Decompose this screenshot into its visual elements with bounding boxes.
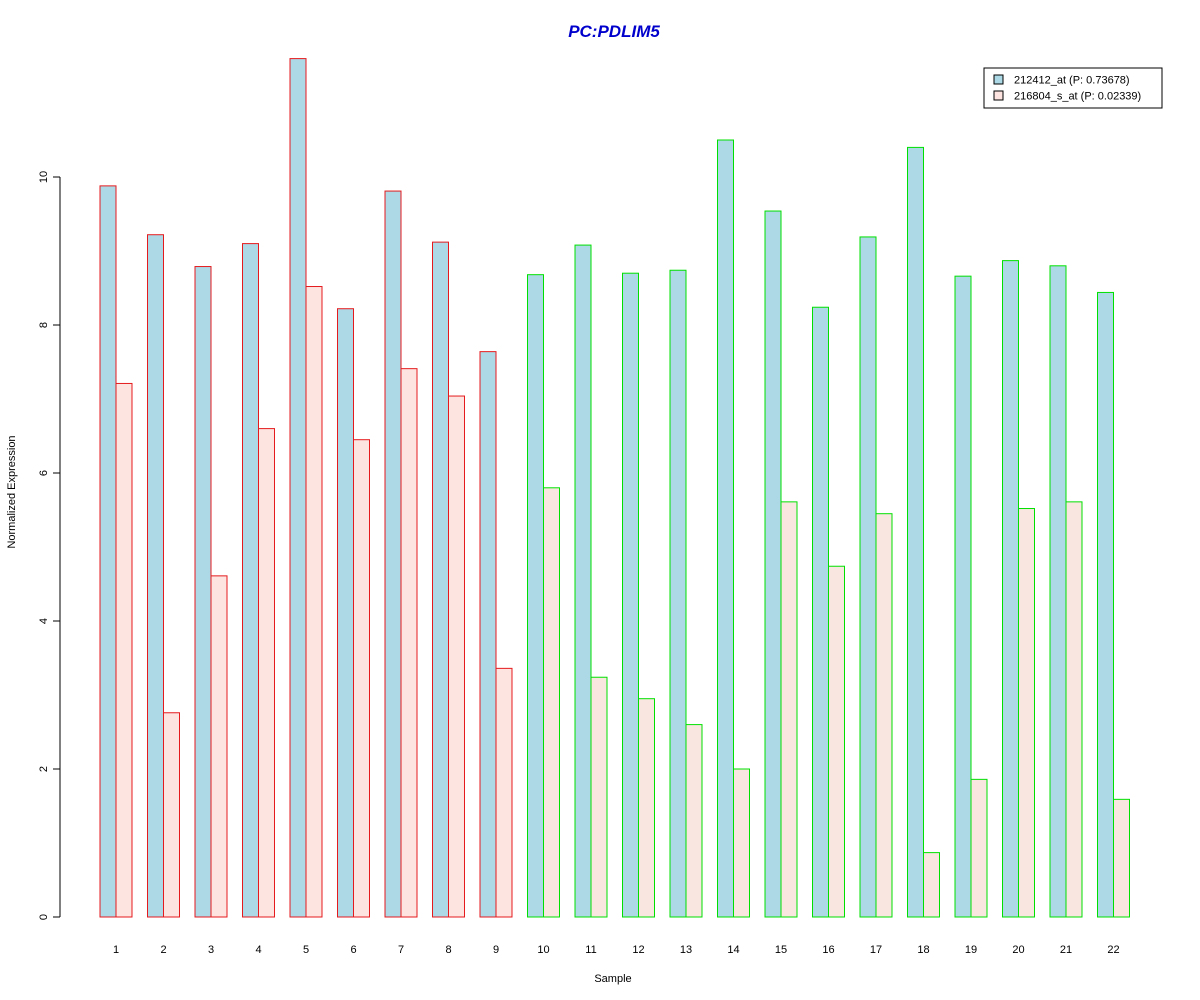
y-tick-label: 10 bbox=[38, 171, 50, 183]
bars bbox=[99, 58, 1130, 918]
y-axis-ticks: 0 2 4 6 8 10 bbox=[38, 171, 60, 920]
x-tick-label: 5 bbox=[303, 944, 309, 956]
bar-series1-sample-8 bbox=[432, 241, 449, 918]
bar-series2-sample-8 bbox=[448, 395, 465, 918]
bar-series2-sample-13 bbox=[685, 724, 703, 918]
bar-series2-sample-7 bbox=[400, 368, 418, 918]
x-tick-label: 2 bbox=[160, 944, 166, 956]
bar-series1-sample-12 bbox=[622, 272, 639, 918]
bar-series2-sample-19 bbox=[970, 778, 988, 918]
bar-series1-sample-21 bbox=[1049, 265, 1067, 918]
bar-series2-sample-3 bbox=[210, 575, 228, 918]
legend-swatch bbox=[993, 90, 1004, 101]
x-tick-label: 10 bbox=[537, 944, 549, 956]
legend-label: 216804_s_at (P: 0.02339) bbox=[1014, 91, 1141, 103]
bar-series2-sample-1 bbox=[115, 382, 133, 918]
x-tick-label: 15 bbox=[775, 944, 787, 956]
bar-series1-sample-11 bbox=[574, 244, 592, 918]
bar-series1-sample-4 bbox=[242, 243, 259, 918]
bar-series1-sample-7 bbox=[384, 190, 402, 918]
y-tick-label: 6 bbox=[38, 470, 50, 476]
y-tick-label: 0 bbox=[38, 914, 50, 920]
x-tick-label: 20 bbox=[1012, 944, 1024, 956]
bar-series2-sample-4 bbox=[258, 428, 275, 918]
x-tick-label: 4 bbox=[255, 944, 261, 956]
bar-series1-sample-14 bbox=[717, 139, 734, 918]
bar-series1-sample-22 bbox=[1097, 291, 1114, 918]
legend: 212412_at (P: 0.73678) 216804_s_at (P: 0.… bbox=[983, 67, 1163, 109]
x-axis-label: Sample bbox=[594, 973, 631, 985]
x-tick-label: 14 bbox=[727, 944, 739, 956]
bar-series2-sample-21 bbox=[1065, 501, 1083, 918]
x-tick-label: 8 bbox=[445, 944, 451, 956]
bar-series2-sample-6 bbox=[353, 439, 370, 918]
bar-series1-sample-13 bbox=[669, 269, 687, 918]
x-axis-tick-labels: 1 2 3 4 5 6 7 8 9 10 11 12 13 14 15 16 17 18 19 20 21 22 bbox=[113, 944, 1120, 956]
x-tick-label: 16 bbox=[822, 944, 834, 956]
bar-series2-sample-17 bbox=[875, 513, 893, 918]
x-tick-label: 6 bbox=[350, 944, 356, 956]
bar-series1-sample-15 bbox=[764, 210, 782, 918]
x-tick-label: 13 bbox=[680, 944, 692, 956]
bar-series2-sample-5 bbox=[305, 286, 323, 918]
bar-series1-sample-9 bbox=[479, 351, 497, 918]
bar-series1-sample-5 bbox=[289, 58, 307, 918]
x-tick-label: 19 bbox=[965, 944, 977, 956]
bar-series1-sample-18 bbox=[907, 146, 924, 918]
bar-series1-sample-2 bbox=[147, 234, 164, 918]
bar-series2-sample-11 bbox=[590, 676, 608, 918]
bar-series1-sample-19 bbox=[954, 275, 972, 918]
x-tick-label: 9 bbox=[493, 944, 499, 956]
chart-title: PC:PDLIM5 bbox=[568, 22, 660, 41]
bar-series1-sample-16 bbox=[812, 306, 829, 918]
y-tick-label: 4 bbox=[38, 618, 50, 624]
bar-series2-sample-20 bbox=[1018, 508, 1035, 918]
x-tick-label: 7 bbox=[398, 944, 404, 956]
bar-series1-sample-10 bbox=[527, 274, 544, 918]
bar-series1-sample-20 bbox=[1002, 260, 1019, 918]
bar-series2-sample-12 bbox=[638, 698, 655, 918]
x-tick-label: 22 bbox=[1107, 944, 1119, 956]
y-axis-label: Normalized Expression bbox=[6, 435, 18, 548]
x-tick-label: 11 bbox=[585, 944, 596, 956]
y-tick-label: 2 bbox=[38, 766, 50, 772]
bar-series1-sample-1 bbox=[99, 185, 117, 918]
x-tick-label: 3 bbox=[208, 944, 214, 956]
bar-series2-sample-9 bbox=[495, 667, 513, 918]
bar-series1-sample-17 bbox=[859, 236, 877, 918]
bar-series1-sample-3 bbox=[194, 266, 212, 918]
bar-series2-sample-22 bbox=[1113, 798, 1130, 918]
bar-series1-sample-6 bbox=[337, 308, 354, 918]
x-tick-label: 21 bbox=[1060, 944, 1072, 956]
legend-label: 212412_at (P: 0.73678) bbox=[1014, 75, 1130, 87]
x-tick-label: 17 bbox=[870, 944, 882, 956]
legend-box bbox=[983, 67, 1163, 109]
y-tick-label: 8 bbox=[38, 322, 50, 328]
bar-series2-sample-16 bbox=[828, 565, 845, 918]
legend-swatch bbox=[993, 74, 1004, 85]
x-tick-label: 1 bbox=[113, 944, 119, 956]
x-tick-label: 18 bbox=[917, 944, 929, 956]
bar-series2-sample-14 bbox=[733, 768, 750, 918]
bar-series2-sample-15 bbox=[780, 501, 798, 918]
bar-series2-sample-2 bbox=[163, 712, 180, 918]
bar-series2-sample-10 bbox=[543, 487, 560, 918]
bar-series2-sample-18 bbox=[923, 852, 940, 918]
x-tick-label: 12 bbox=[632, 944, 644, 956]
